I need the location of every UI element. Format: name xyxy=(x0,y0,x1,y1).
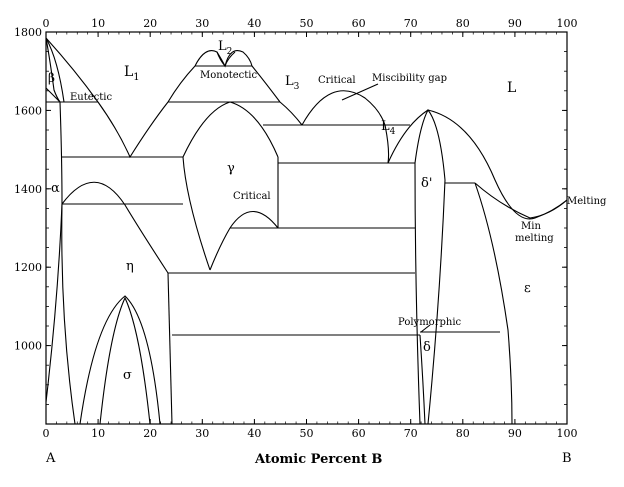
y-tick-label: 1200 xyxy=(14,261,42,274)
label-gamma: γ xyxy=(227,161,235,176)
x-tick-label: 10 xyxy=(91,427,105,440)
x-tick-label-top: 20 xyxy=(143,17,157,30)
label-epsilon: ε xyxy=(524,281,531,296)
x-tick-label: 60 xyxy=(352,427,366,440)
y-tick-label: 1000 xyxy=(14,340,42,353)
eta-vertical-right xyxy=(167,272,173,425)
x-tick-label: 80 xyxy=(456,427,470,440)
l2-inner-dip xyxy=(216,51,236,68)
x-tick-label: 0 xyxy=(43,427,50,440)
liquidus-l1-valley xyxy=(97,101,169,159)
label-eutectic: Eutectic xyxy=(70,92,112,103)
gamma-left xyxy=(182,156,211,271)
x-tick-label-top: 10 xyxy=(91,17,105,30)
sigma-outer xyxy=(79,295,161,425)
x-axis-left-end-label: A xyxy=(45,451,56,466)
gamma-liquidus xyxy=(182,101,279,158)
x-tick-label-top: 0 xyxy=(43,17,50,30)
y-tick-label: 1800 xyxy=(14,26,42,39)
label-min-melting-1: Min xyxy=(521,221,541,232)
beta-boundary-lower xyxy=(45,87,61,103)
l4-liquidus-left xyxy=(384,124,390,164)
beta-boundary-upper xyxy=(45,37,61,103)
miscibility-gap-dome xyxy=(301,90,386,126)
label-eta: η xyxy=(126,259,134,274)
solidus-right xyxy=(474,182,568,219)
label-miscibility-gap: Miscibility gap xyxy=(372,73,447,84)
x-tick-label-top: 30 xyxy=(195,17,209,30)
y-tick-label: 1400 xyxy=(14,183,42,196)
x-tick-label: 40 xyxy=(247,427,261,440)
alpha-solvus xyxy=(45,101,63,403)
delta-prime-dome xyxy=(414,109,446,425)
liquidus-left xyxy=(45,37,65,103)
x-axis-title: Atomic Percent B xyxy=(254,452,382,467)
label-polymorphic: Polymorphic xyxy=(398,317,462,328)
x-tick-label: 30 xyxy=(195,427,209,440)
y-tick-label: 1600 xyxy=(14,104,42,117)
epsilon-boundary xyxy=(474,182,513,425)
label-monotectic: Monotectic xyxy=(200,70,257,81)
x-tick-label-top: 60 xyxy=(352,17,366,30)
label-delta: δ xyxy=(423,340,431,355)
l2-liquidus-right xyxy=(251,65,281,103)
label-sigma: σ xyxy=(123,368,132,383)
label-alpha: α xyxy=(51,181,60,196)
label-delta-prime: δ' xyxy=(421,176,432,191)
label-l: L xyxy=(507,80,516,96)
x-tick-label-top: 100 xyxy=(557,17,578,30)
x-tick-label: 100 xyxy=(557,427,578,440)
label-min-melting-2: melting xyxy=(515,233,554,244)
eta-left xyxy=(61,181,169,274)
sigma-inner xyxy=(99,296,151,425)
gamma-critical-dome xyxy=(229,211,279,229)
label-l2: L2 xyxy=(218,39,232,57)
phase-labels: L1 L2 L3 L4 L β α γ η σ δ' δ ε Eutectic … xyxy=(48,39,607,383)
x-tick-label: 70 xyxy=(404,427,418,440)
x-tick-label-top: 90 xyxy=(508,17,522,30)
x-tick-label-top: 40 xyxy=(247,17,261,30)
x-tick-label: 90 xyxy=(508,427,522,440)
delta-prime-left xyxy=(414,162,421,425)
label-melting: Melting xyxy=(567,196,607,207)
eta-lower-left xyxy=(61,203,76,425)
label-critical-top: Critical xyxy=(318,75,356,86)
x-tick-label: 50 xyxy=(300,427,314,440)
x-tick-label-top: 80 xyxy=(456,17,470,30)
delta-lower xyxy=(419,334,426,425)
label-critical-gamma: Critical xyxy=(233,191,271,202)
label-beta: β xyxy=(48,71,55,85)
label-l3: L3 xyxy=(285,74,300,92)
label-l4: L4 xyxy=(381,119,396,137)
phase-boundaries xyxy=(45,37,568,425)
liquidus-a xyxy=(45,37,99,103)
polymorphic-arrow xyxy=(420,324,431,333)
liquidus-right xyxy=(427,109,568,220)
l2-liquidus-left xyxy=(167,65,196,103)
l4-liquidus-right xyxy=(387,109,429,164)
l3-liquidus xyxy=(279,101,303,126)
x-tick-label-top: 50 xyxy=(300,17,314,30)
gamma-right xyxy=(209,227,231,271)
x-axis-right-end-label: B xyxy=(562,451,572,466)
x-tick-label: 20 xyxy=(143,427,157,440)
x-tick-label-top: 70 xyxy=(404,17,418,30)
miscibility-arrow xyxy=(341,83,379,101)
label-l1: L1 xyxy=(124,64,140,83)
